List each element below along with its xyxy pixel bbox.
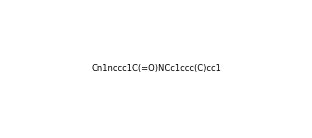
Text: Cn1nccc1C(=O)NCc1ccc(C)cc1: Cn1nccc1C(=O)NCc1ccc(C)cc1 — [91, 64, 221, 74]
